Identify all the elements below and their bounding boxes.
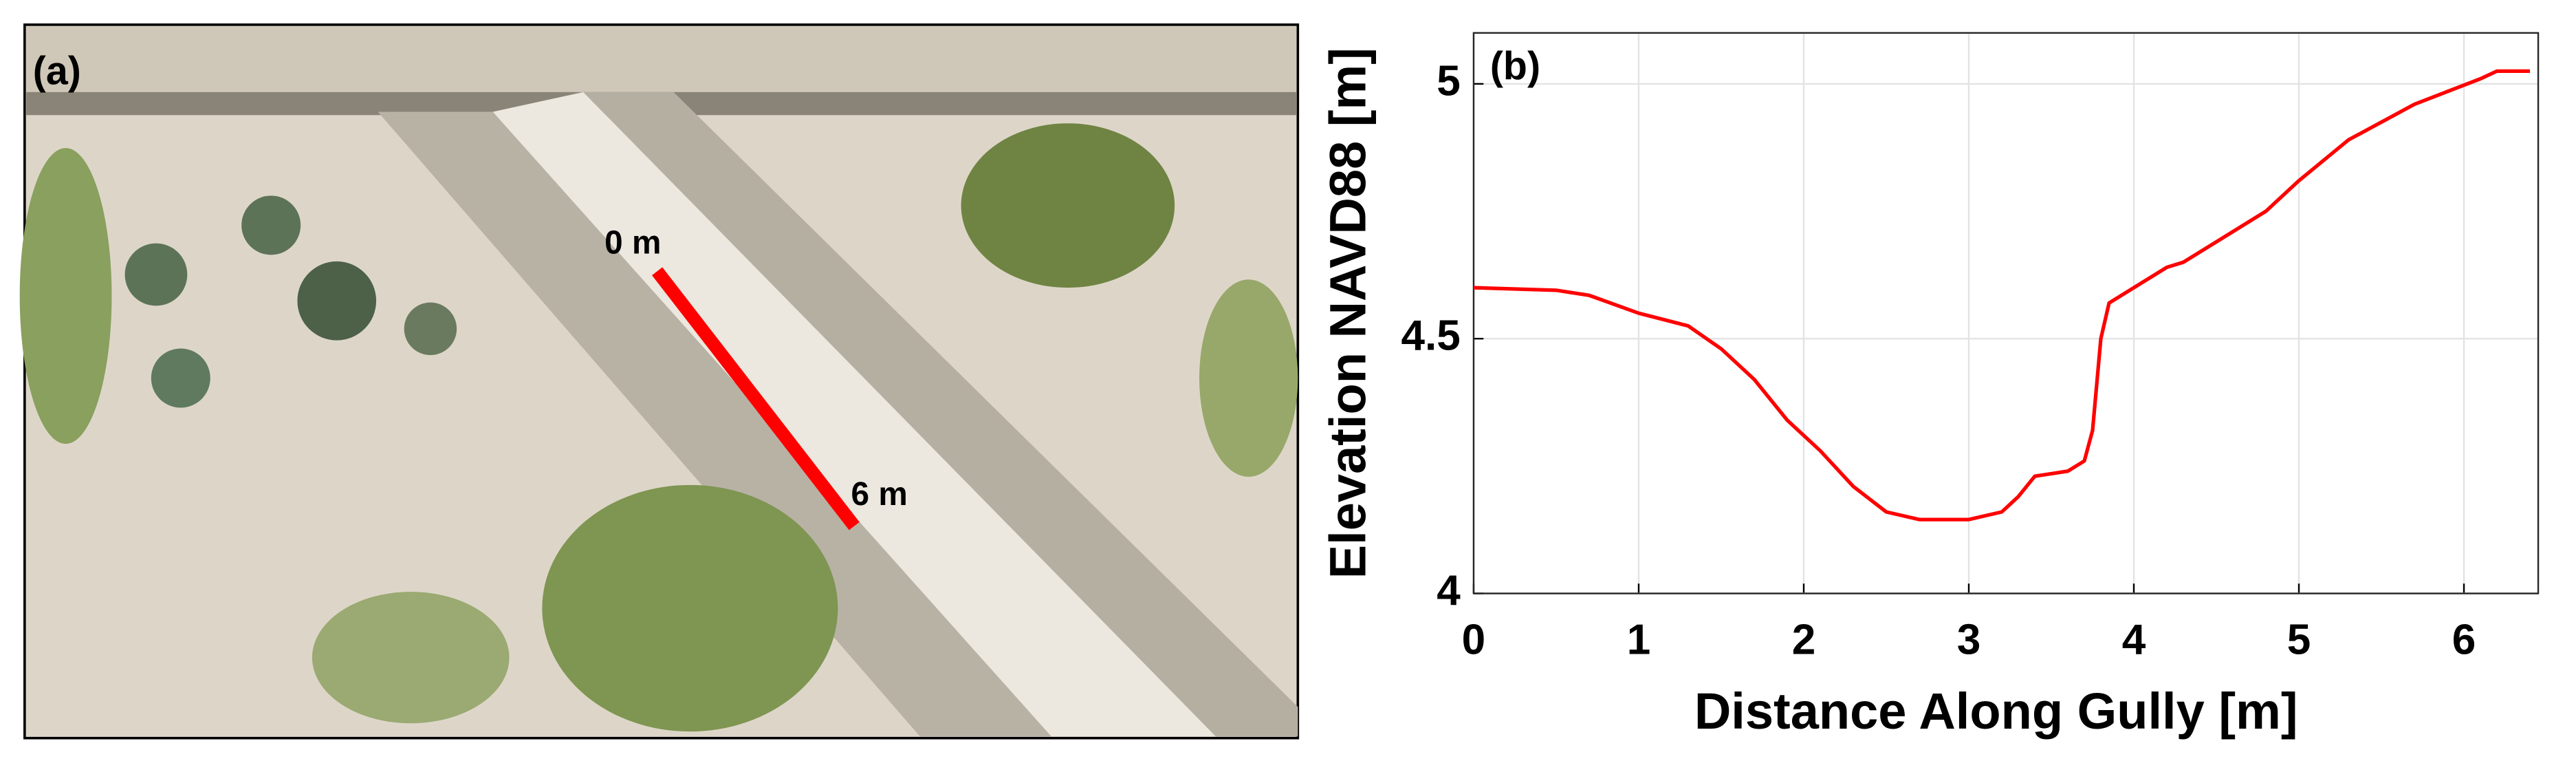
panel-label: (b) [1490,45,1540,89]
end-label: 6 m [851,476,908,513]
chart: 0 1 2 3 4 5 6 4 4.5 5 (b) Distance Along Gully [m] E… [1320,32,2540,740]
bush [312,592,510,724]
panel-label: (a) [33,50,81,94]
bush [151,348,210,408]
y-axis-title: Elevation NAVD88 [m] [1320,47,1377,579]
plot-area [1473,32,2539,594]
bush [1199,279,1298,477]
aerial-photo: (a) 0 m 6 m [19,23,1300,740]
bush [961,123,1175,288]
x-tick-label: 5 [2287,616,2311,664]
x-tick-label: 4 [2122,616,2146,664]
fence-diagonal [583,92,1298,737]
bush [19,148,112,444]
plot-frame [1472,32,2540,594]
transect [652,267,860,530]
data-line [1473,69,2531,522]
y-tick-label: 4.5 [1401,312,1461,360]
x-tick-label: 2 [1792,616,1816,664]
y-tick-label: 4 [1437,567,1461,614]
start-label: 0 m [604,225,661,261]
x-tick-label: 3 [1957,616,1981,664]
bush [241,195,301,255]
x-tick-label: 6 [2452,616,2476,664]
gully [492,92,1216,737]
x-tick-label: 1 [1627,616,1651,664]
x-tick-label: 0 [1462,616,1486,664]
fence-diagonal [378,111,1051,737]
bush [297,261,377,341]
bush [542,484,838,732]
bush [404,302,457,356]
x-axis-title: Distance Along Gully [m] [1694,683,2298,740]
bush [124,243,188,306]
y-tick-label: 5 [1437,57,1461,105]
